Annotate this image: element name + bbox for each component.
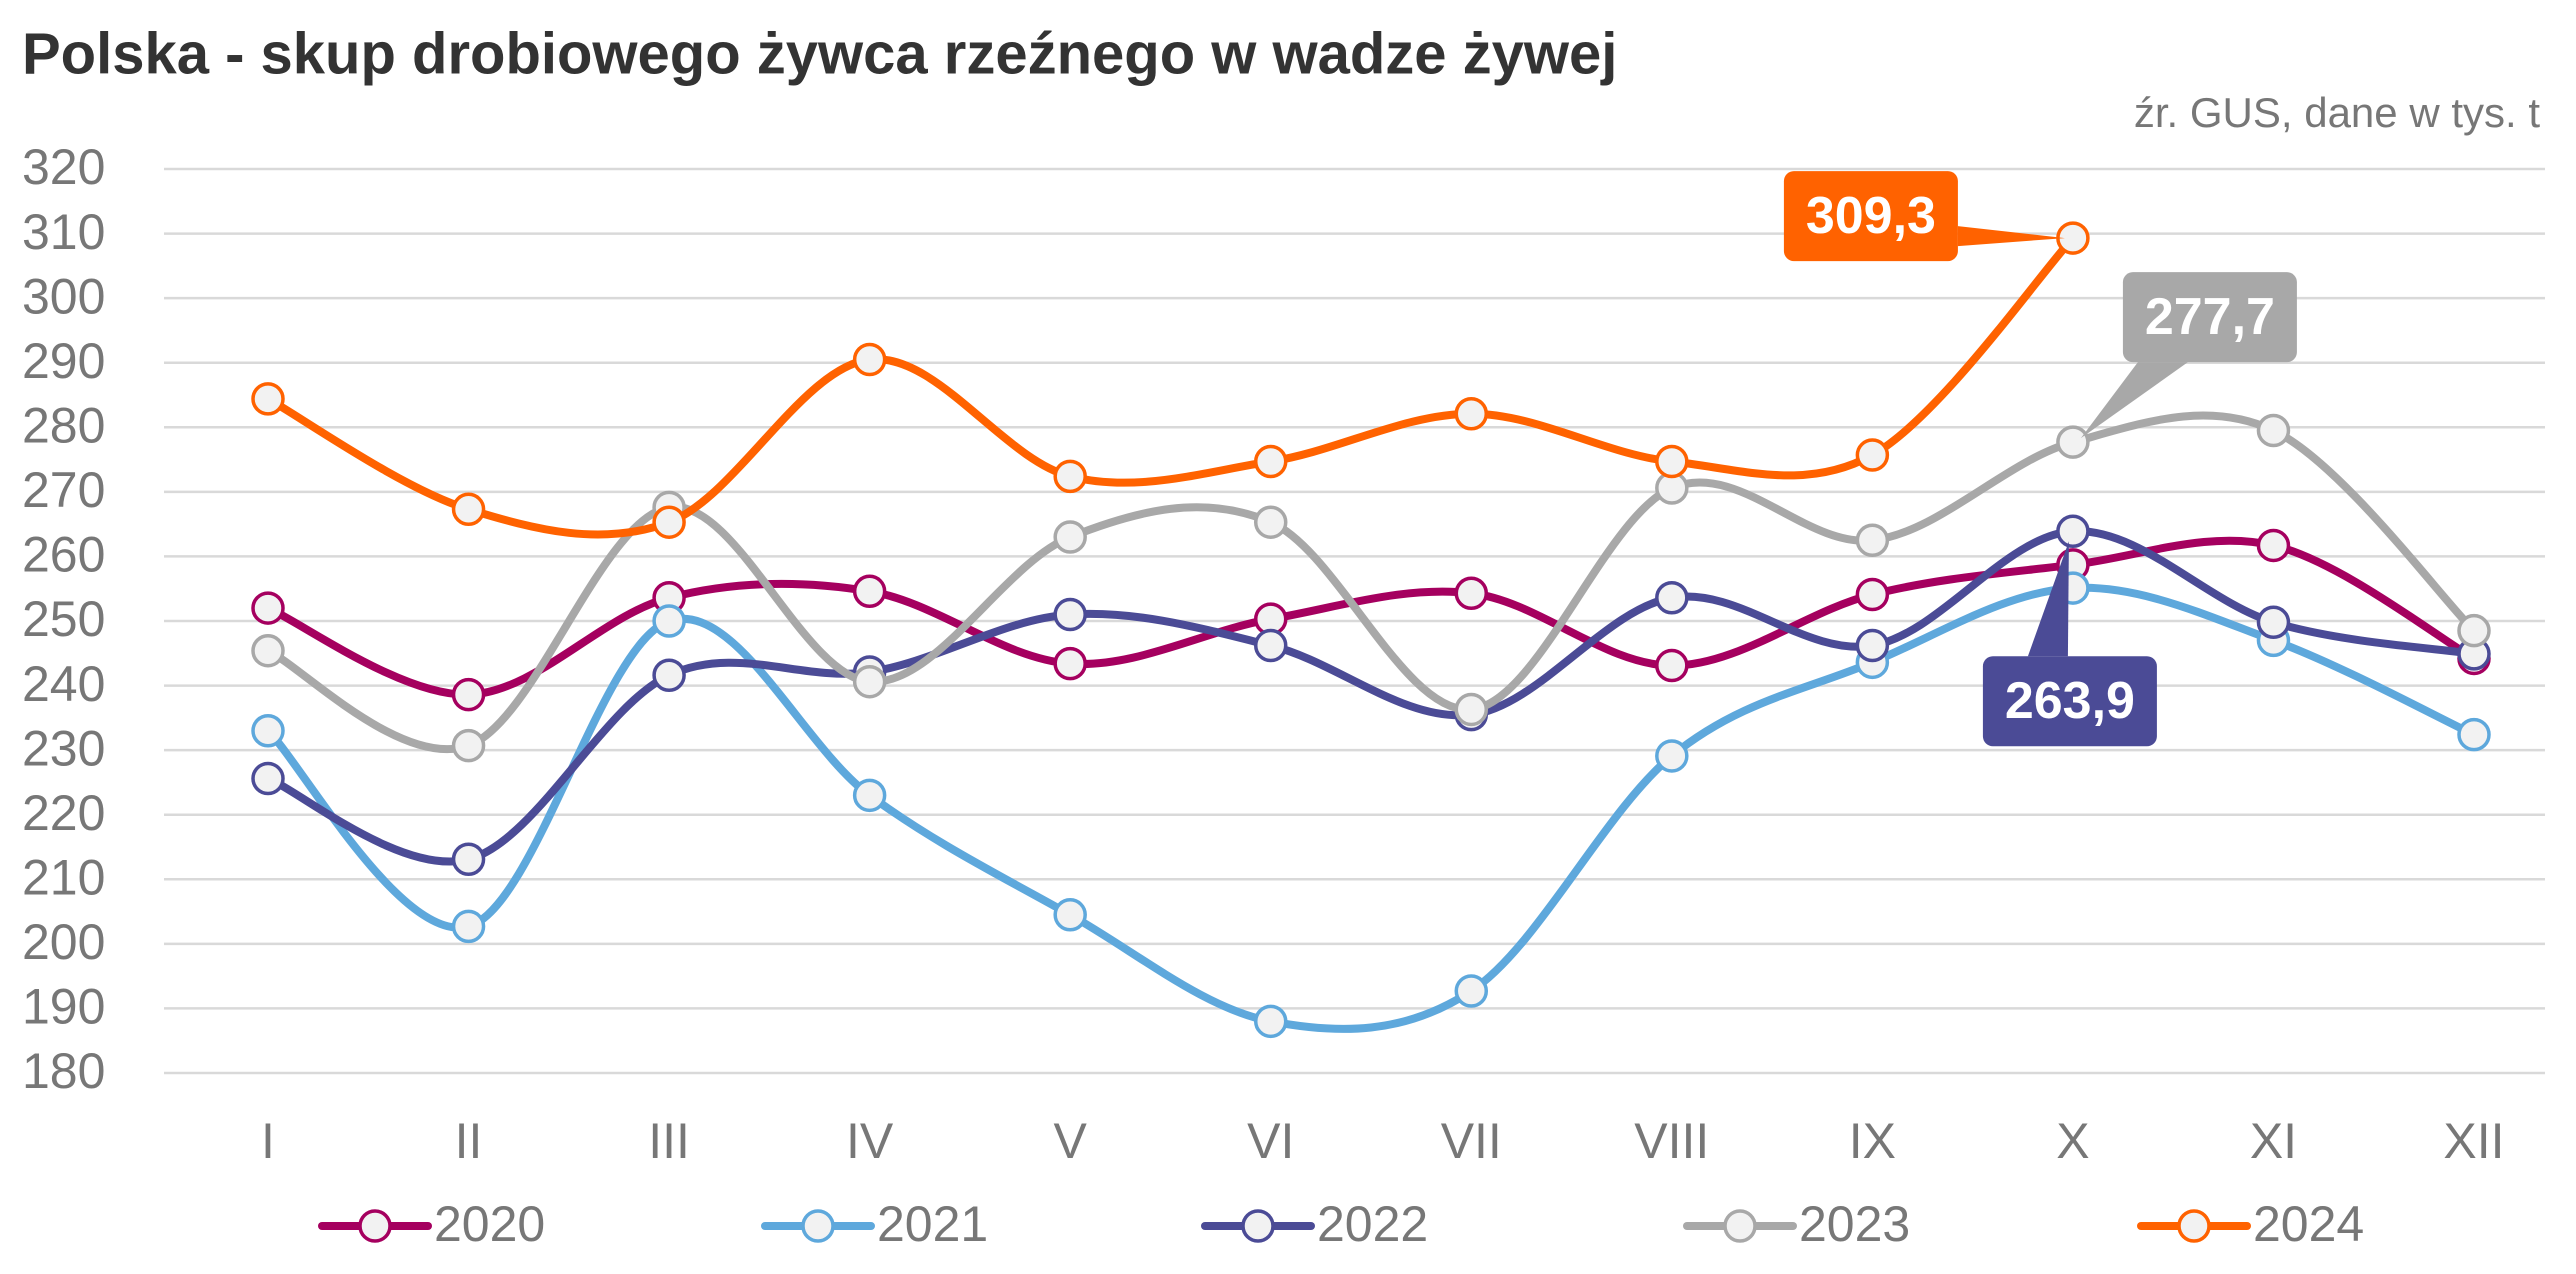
data-point [1053,459,1087,494]
x-tick-label: I [261,1113,275,1169]
x-tick-label: VII [1441,1113,1502,1169]
data-point [251,633,285,668]
data-point [451,909,486,944]
data-point [2056,425,2090,459]
data-label: 309,3 [1806,187,1936,245]
data-point [1053,597,1087,632]
y-tick-label: 210 [22,849,105,905]
data-point [852,342,887,377]
data-point [852,574,887,609]
y-tick-label: 230 [22,720,105,776]
data-point [2256,605,2291,640]
data-point [1655,739,1689,773]
data-point [2457,717,2491,752]
callout-pointer [2080,362,2188,439]
legend-marker [358,1209,392,1243]
y-tick-label: 260 [22,527,105,583]
callout-box [1982,656,2157,747]
data-point [652,505,686,539]
legend-marker [2177,1209,2211,1243]
data-label: 263,9 [2005,672,2135,730]
data-point [1253,505,1288,539]
data-point [1855,628,1890,663]
x-tick-label: II [455,1113,483,1169]
y-tick-label: 300 [22,268,105,324]
data-point [652,658,686,692]
data-label: 277,7 [2145,288,2275,346]
legend-label: 2023 [1799,1196,1910,1252]
y-tick-label: 250 [22,591,105,647]
series-line [264,583,2478,1033]
legend-label: 2020 [434,1196,545,1252]
series-line [264,234,2077,539]
data-point [251,591,285,625]
data-point [2457,613,2491,648]
legend-marker [1723,1209,1757,1243]
data-point [1855,523,1890,558]
data-point [1855,577,1890,612]
data-point [2256,413,2291,448]
y-tick-label: 290 [22,333,105,389]
x-tick-label: III [648,1113,690,1169]
data-point [2056,514,2090,548]
data-point [251,382,285,416]
data-point [1454,974,1489,1008]
x-tick-label: XII [2443,1113,2504,1169]
data-point [251,714,285,748]
data-point [652,604,686,638]
data-point [1053,898,1087,932]
y-tick-label: 220 [22,785,105,841]
x-tick-label: IX [1849,1113,1896,1169]
data-point [852,778,887,813]
data-point [251,761,285,796]
data-point [1855,438,1890,472]
chart-subtitle: źr. GUS, dane w tys. t [2134,89,2540,136]
x-tick-label: VIII [1634,1113,1709,1169]
chart-title: Polska - skup drobiowego żywca rzeźnego … [22,21,1617,86]
callout-box [2122,272,2297,363]
data-point [451,677,486,712]
legend-label: 2024 [2253,1196,2364,1252]
y-tick-label: 200 [22,914,105,970]
data-point [1454,576,1489,610]
y-tick-label: 180 [22,1043,105,1099]
callout-pointer [1957,226,2065,247]
data-point [1655,444,1689,479]
x-tick-label: IV [846,1113,894,1169]
y-tick-label: 310 [22,204,105,260]
data-point [1253,628,1288,663]
data-point [2256,528,2291,563]
x-tick-label: XI [2250,1113,2297,1169]
y-tick-label: 280 [22,397,105,453]
data-point [1454,396,1489,431]
data-point [1253,444,1288,479]
data-point [1655,648,1689,683]
legend-marker [1241,1209,1275,1243]
y-tick-label: 320 [22,139,105,195]
callout-pointer [2027,541,2069,657]
x-tick-label: X [2056,1113,2089,1169]
legend-marker [801,1209,835,1243]
data-point [451,842,486,877]
x-tick-label: VI [1247,1113,1294,1169]
x-tick-label: V [1054,1113,1088,1169]
data-point [1655,581,1689,615]
legend-label: 2021 [877,1196,988,1252]
data-point [451,728,486,763]
callout-box [1783,171,1958,262]
data-point [1253,1004,1288,1039]
data-point [1053,520,1087,554]
data-point [451,492,486,527]
y-tick-label: 190 [22,979,105,1035]
legend-label: 2022 [1317,1196,1428,1252]
data-point [1454,692,1489,727]
data-point [852,664,887,699]
y-tick-label: 270 [22,462,105,518]
y-tick-label: 240 [22,656,105,712]
series-line [264,536,2478,699]
data-point [1053,646,1087,681]
